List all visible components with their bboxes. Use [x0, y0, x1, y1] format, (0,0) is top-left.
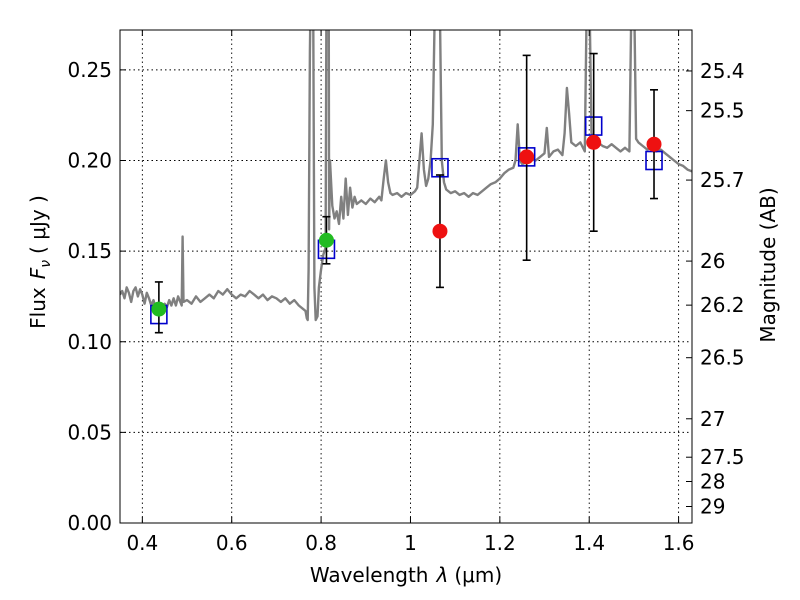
y-tick-label: 0.25	[67, 58, 112, 82]
plot-background	[120, 30, 692, 523]
right-tick-label: 25.4	[700, 59, 745, 83]
plot-frame	[119, 29, 693, 524]
right-tick-label: 26.5	[700, 346, 745, 370]
right-tick-label: 25.5	[700, 99, 745, 123]
y-tick-label: 0.00	[67, 511, 112, 535]
right-tick-label: 26	[700, 249, 725, 273]
y-tick-label: 0.10	[67, 330, 112, 354]
right-tick-label: 25.7	[700, 168, 745, 192]
x-tick-label: 0.4	[126, 531, 158, 555]
green-flux-point	[318, 232, 334, 248]
red-flux-point	[646, 136, 662, 152]
x-tick-label: 0.6	[216, 531, 248, 555]
right-tick-label: 28	[700, 469, 725, 493]
x-tick-label: 1.4	[573, 531, 605, 555]
x-axis-label: Wavelength λ (μm)	[310, 563, 502, 587]
right-tick-label: 27.5	[700, 445, 745, 469]
y-tick-label: 0.20	[67, 149, 112, 173]
red-flux-point	[586, 134, 602, 150]
y-axis-label-right: Magnitude (AB)	[756, 187, 780, 342]
x-tick-label: 1.6	[663, 531, 695, 555]
red-flux-point	[432, 223, 448, 239]
axis-ticks: 0.4 0.6 0.8 1 1.2 1.4 1.6 0.00 0.05 0.10 0.15 0.20 0…	[67, 30, 745, 555]
x-tick-label: 1	[404, 531, 417, 555]
red-flux-point	[519, 149, 535, 165]
y-tick-label: 0.15	[67, 239, 112, 263]
grid-lines	[120, 30, 692, 524]
right-tick-label: 26.2	[700, 293, 745, 317]
x-tick-label: 1.2	[484, 531, 516, 555]
x-tick-label: 0.8	[305, 531, 337, 555]
y-axis-label: FluxFν( μJy )	[26, 195, 54, 329]
green-flux-point	[151, 301, 167, 317]
y-tick-label: 0.05	[67, 420, 112, 444]
template-spectrum-line	[120, 30, 692, 322]
right-tick-label: 27	[700, 407, 725, 431]
error-bars	[151, 52, 662, 334]
right-tick-label: 29	[700, 495, 725, 519]
